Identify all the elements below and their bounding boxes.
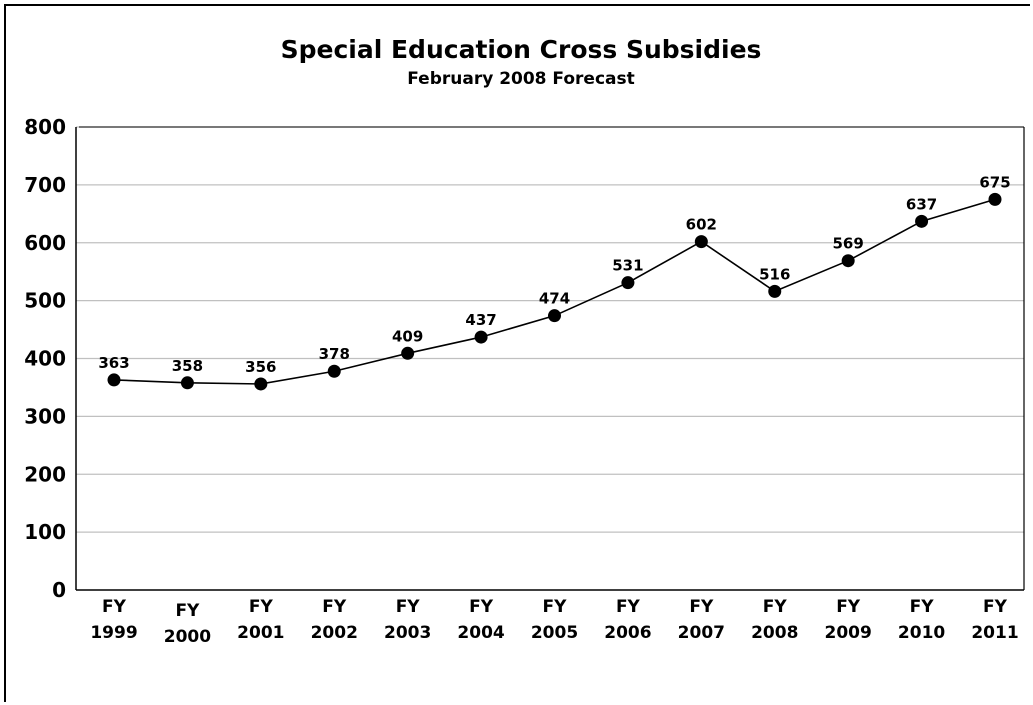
data-point: [401, 346, 415, 360]
data-point: [254, 377, 268, 391]
data-label: 637: [906, 195, 937, 213]
chart-subtitle: February 2008 Forecast: [407, 69, 635, 89]
y-tick-label: 0: [52, 578, 66, 602]
x-tick-label: 2004: [457, 623, 504, 643]
x-tick-label: FY: [910, 597, 935, 617]
x-tick-label: 2010: [898, 623, 945, 643]
x-tick-label: 2000: [164, 627, 211, 647]
y-tick-label: 400: [24, 347, 66, 371]
x-tick-label: FY: [396, 597, 421, 617]
x-tick-label: FY: [763, 597, 788, 617]
data-point: [107, 373, 121, 387]
data-point: [768, 284, 782, 298]
x-tick-label: 2003: [384, 623, 431, 643]
x-tick-label: 2009: [825, 623, 872, 643]
x-tick-label: FY: [983, 597, 1008, 617]
data-point: [694, 235, 708, 249]
data-label: 363: [98, 354, 129, 372]
data-label: 516: [759, 265, 790, 283]
x-tick-label: 2007: [678, 623, 725, 643]
data-point: [915, 214, 929, 228]
x-tick-label: 2008: [751, 623, 798, 643]
x-tick-label: FY: [102, 597, 127, 617]
data-label: 409: [392, 327, 423, 345]
x-tick-label: 1999: [90, 623, 137, 643]
data-label: 569: [833, 235, 864, 253]
x-axis: FY 1999 FY 2000 FY 2001 FY 2002 FY 2003 FY 2004 FY 20…: [76, 589, 1024, 647]
data-point: [180, 376, 194, 390]
y-tick-label: 800: [24, 115, 66, 139]
x-tick-label: FY: [469, 597, 494, 617]
data-point: [988, 192, 1002, 206]
y-axis: 0 100 200 300 400 500 600 700 800: [24, 115, 1025, 602]
data-point: [548, 309, 561, 323]
x-tick-label: 2006: [604, 623, 651, 643]
y-tick-label: 300: [24, 404, 66, 428]
x-tick-label: FY: [543, 597, 568, 617]
data-label: 358: [172, 357, 203, 375]
data-label: 378: [319, 345, 350, 363]
y-tick-label: 200: [24, 462, 66, 486]
data-point: [621, 276, 635, 290]
x-tick-label: FY: [249, 597, 274, 617]
gridlines: [76, 126, 1024, 533]
x-tick-label: FY: [616, 597, 641, 617]
data-label: 531: [612, 257, 643, 275]
chart-frame: [4, 4, 1030, 702]
x-tick-label: FY: [689, 597, 714, 617]
y-tick-label: 700: [24, 173, 66, 197]
data-labels: 363 358 356 378 409 437 474 531 602 516 569 637 675: [98, 173, 1010, 376]
data-point: [841, 254, 855, 268]
data-label: 437: [465, 311, 496, 329]
data-series: [107, 192, 1002, 391]
y-tick-label: 100: [24, 520, 66, 544]
data-point: [327, 364, 341, 378]
data-label: 602: [686, 216, 717, 234]
data-point: [474, 330, 488, 344]
data-label: 675: [979, 173, 1010, 191]
x-tick-label: 2001: [237, 623, 284, 643]
x-tick-label: FY: [836, 597, 861, 617]
x-tick-label: 2002: [311, 623, 358, 643]
x-tick-label: 2005: [531, 623, 578, 643]
x-tick-label: FY: [175, 601, 200, 621]
y-tick-label: 600: [24, 231, 66, 255]
y-tick-label: 500: [24, 289, 66, 313]
data-label: 356: [245, 358, 276, 376]
x-tick-label: FY: [322, 597, 347, 617]
x-tick-label: 2011: [971, 623, 1018, 643]
chart-title: Special Education Cross Subsidies: [281, 35, 762, 64]
data-label: 474: [539, 290, 570, 308]
